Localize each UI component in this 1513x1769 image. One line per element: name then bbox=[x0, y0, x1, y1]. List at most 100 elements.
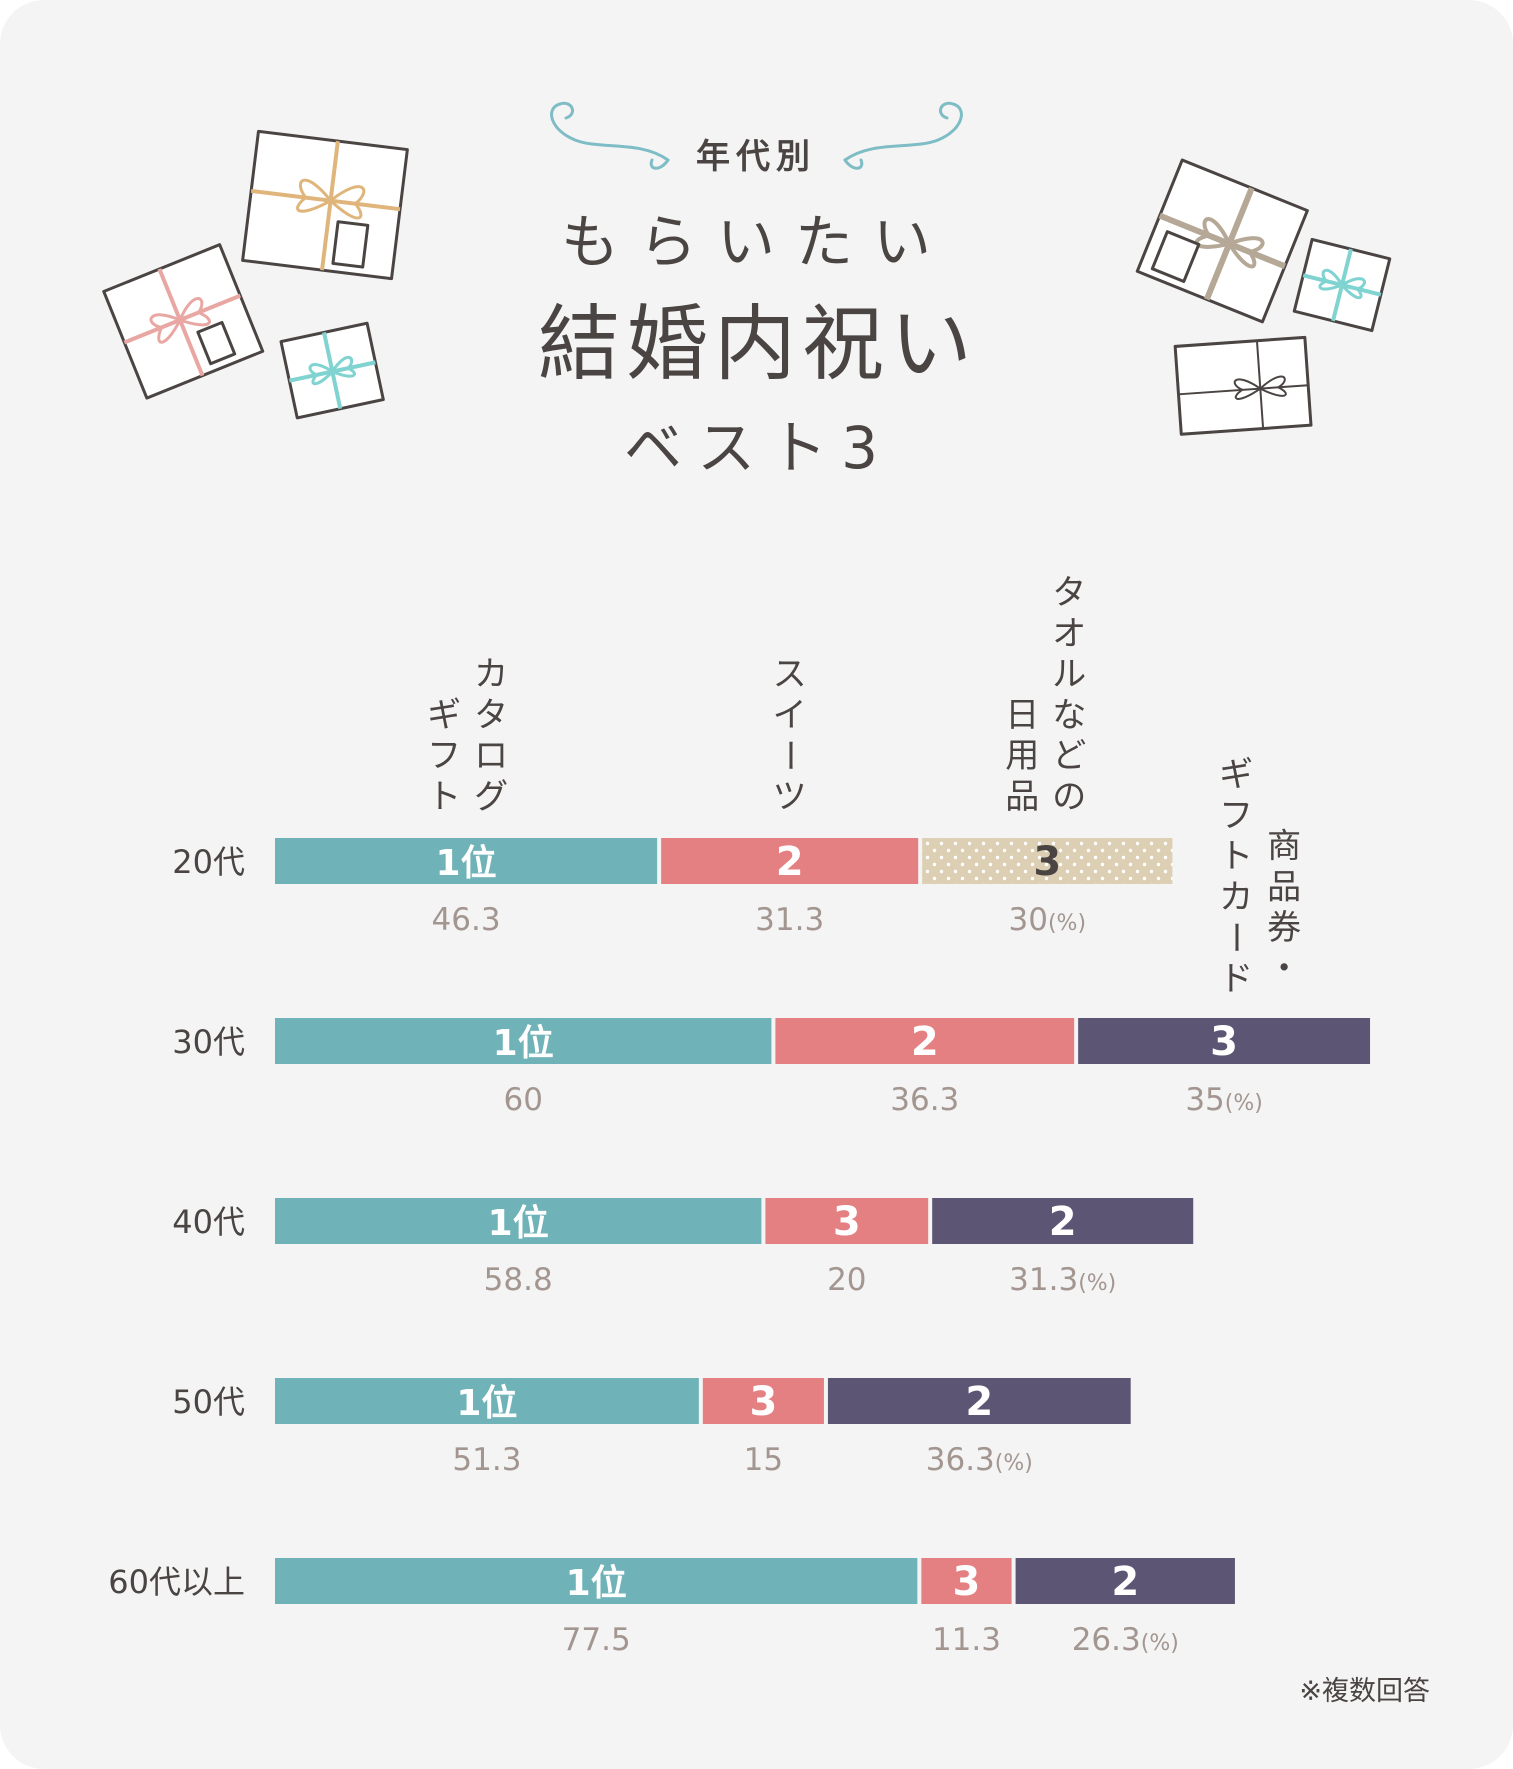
category-label-char: ギ bbox=[1219, 755, 1253, 795]
header-ornament bbox=[550, 101, 963, 170]
category-label-char: ー bbox=[1215, 920, 1255, 954]
header-line2: 結婚内祝い bbox=[538, 297, 978, 392]
unit-label: (%) bbox=[995, 1451, 1033, 1476]
rank-label: 3 bbox=[833, 1199, 861, 1245]
unit-label: (%) bbox=[1225, 1091, 1263, 1116]
value-label: 31.3(%) bbox=[1009, 1262, 1116, 1298]
category-label-char: ス bbox=[773, 655, 807, 695]
bar-segment-giftcard bbox=[827, 1378, 1131, 1424]
value-label: 35(%) bbox=[1185, 1082, 1263, 1118]
rank-label: 2 bbox=[965, 1379, 993, 1425]
bar-segment-catalog bbox=[275, 838, 658, 884]
bar-segment-giftcard bbox=[1015, 1558, 1235, 1604]
category-label-char: 用 bbox=[1005, 736, 1039, 776]
category-label-char: ル bbox=[1052, 655, 1086, 695]
header-line3: ベスト3 bbox=[624, 414, 892, 482]
category-label-char: カ bbox=[474, 655, 508, 695]
value-label: 26.3(%) bbox=[1072, 1622, 1179, 1658]
category-label-char: カ bbox=[1219, 877, 1253, 917]
bar-segment-towel bbox=[922, 838, 1173, 884]
rank-label: 1位 bbox=[456, 1383, 517, 1424]
bar-segment-catalog bbox=[275, 1378, 699, 1424]
bar-segment-catalog bbox=[275, 1198, 762, 1244]
unit-label: (%) bbox=[1078, 1271, 1116, 1296]
rank-label: 1位 bbox=[488, 1203, 549, 1244]
category-label-char: ド bbox=[1219, 959, 1253, 999]
category-label-char: 商 bbox=[1267, 827, 1301, 867]
category-label-towel: 品用日 bbox=[1005, 695, 1039, 817]
bar-segment-sweets bbox=[702, 1378, 824, 1424]
bar-segment-sweets bbox=[921, 1558, 1012, 1604]
value-label: 15 bbox=[744, 1442, 783, 1478]
footnote: ※複数回答 bbox=[1299, 1676, 1430, 1707]
value-label: 30(%) bbox=[1009, 902, 1087, 938]
rank-label: 2 bbox=[776, 839, 804, 885]
category-label-char: イ bbox=[773, 695, 807, 735]
gift-box-illustration-right bbox=[1135, 158, 1392, 436]
bar-segment-sweets bbox=[765, 1198, 929, 1244]
bar-segment-sweets bbox=[661, 838, 919, 884]
value-label: 36.3 bbox=[890, 1082, 959, 1118]
rank-label: 1位 bbox=[436, 843, 497, 884]
rank-label: 2 bbox=[1049, 1199, 1077, 1245]
rank-label: 3 bbox=[749, 1379, 777, 1425]
value-label: 36.3(%) bbox=[926, 1442, 1033, 1478]
category-label-char: フ bbox=[1219, 796, 1253, 836]
category-label-char: の bbox=[1052, 777, 1086, 817]
bar-row-2: 40代 1位 58.8 3 20 2 31.3(%) bbox=[172, 1198, 1194, 1298]
bar-segment-catalog bbox=[275, 1558, 918, 1604]
category-label-char: ロ bbox=[474, 736, 508, 776]
rank-label: 2 bbox=[911, 1019, 939, 1065]
category-label-char: ツ bbox=[773, 777, 807, 817]
bar-segment-catalog bbox=[275, 1018, 772, 1064]
age-label: 20代 bbox=[172, 843, 245, 881]
header-line1: もらいたい bbox=[561, 208, 951, 276]
category-label-char: タ bbox=[474, 695, 508, 735]
category-label-char: 品 bbox=[1267, 867, 1301, 907]
rank-label: 1位 bbox=[566, 1563, 627, 1604]
value-label: 77.5 bbox=[562, 1622, 631, 1658]
category-label-char: ・ bbox=[1267, 949, 1301, 989]
age-label: 30代 bbox=[172, 1023, 245, 1061]
bar-segment-giftcard bbox=[932, 1198, 1194, 1244]
value-label: 58.8 bbox=[484, 1262, 553, 1298]
age-label: 40代 bbox=[172, 1203, 245, 1241]
value-label: 60 bbox=[503, 1082, 542, 1118]
bar-row-4: 60代以上 1位 77.5 3 11.3 2 26.3(%) bbox=[108, 1558, 1235, 1658]
category-label-char: な bbox=[1052, 695, 1086, 735]
bars-layer: 20代 1位 46.3 2 31.3 3 30(%) 30代 1位 60 2 36.3 3 35(%) 40… bbox=[108, 838, 1371, 1658]
value-label: 11.3 bbox=[932, 1622, 1001, 1658]
category-label-char: ト bbox=[427, 777, 461, 817]
value-label: 31.3 bbox=[755, 902, 824, 938]
category-label-char: タ bbox=[1052, 573, 1086, 613]
value-label: 51.3 bbox=[452, 1442, 521, 1478]
gift-box-illustration-left bbox=[102, 129, 409, 420]
header-tag: 年代別 bbox=[696, 137, 816, 177]
rank-label: 2 bbox=[1111, 1559, 1139, 1605]
bar-row-3: 50代 1位 51.3 3 15 2 36.3(%) bbox=[172, 1378, 1131, 1478]
bar-segment-giftcard bbox=[1078, 1018, 1371, 1064]
bar-segment-sweets bbox=[775, 1018, 1075, 1064]
category-label-char: 券 bbox=[1267, 908, 1301, 948]
unit-label: (%) bbox=[1048, 911, 1086, 936]
unit-label: (%) bbox=[1141, 1631, 1179, 1656]
category-label-catalog: トフギ bbox=[427, 695, 461, 817]
value-label: 20 bbox=[827, 1262, 866, 1298]
category-label-char: ギ bbox=[427, 695, 461, 735]
category-label-char: フ bbox=[427, 736, 461, 776]
rank-label: 3 bbox=[1210, 1019, 1238, 1065]
category-label-char: グ bbox=[474, 777, 508, 817]
age-label: 50代 bbox=[172, 1383, 245, 1421]
rank-label: 1位 bbox=[493, 1023, 554, 1064]
category-label-char: 品 bbox=[1005, 777, 1039, 817]
category-label-char: 日 bbox=[1005, 695, 1039, 735]
category-label-char: ー bbox=[769, 738, 809, 772]
age-label: 60代以上 bbox=[108, 1563, 245, 1601]
